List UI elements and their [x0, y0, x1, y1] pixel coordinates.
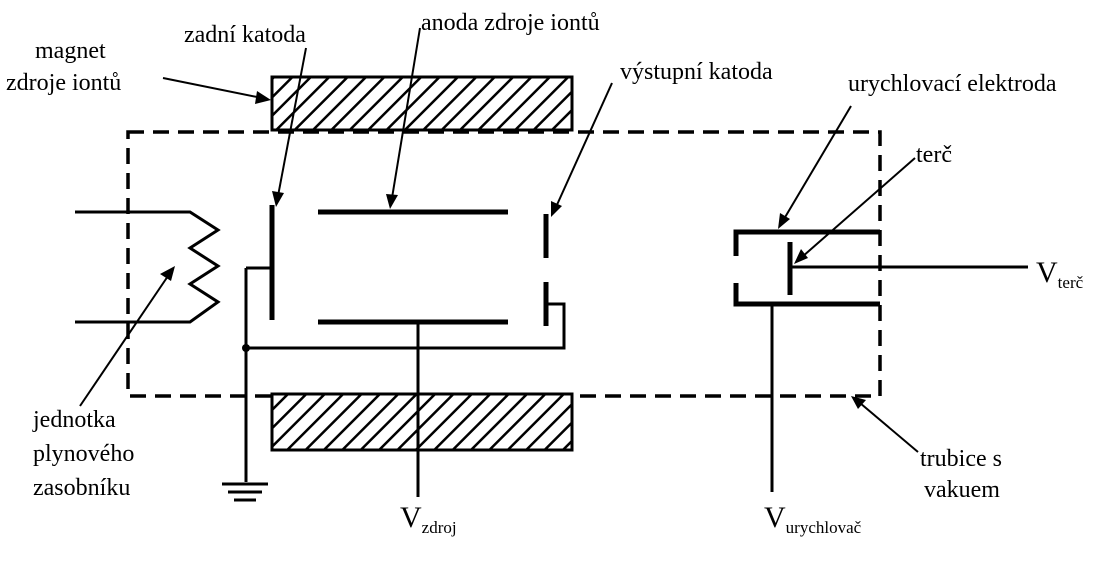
label-v-target: Vterč	[1036, 256, 1084, 292]
v-accel-main: V	[764, 501, 786, 534]
leader-lines	[79, 27, 919, 453]
label-tube-line2: vakuem	[924, 477, 1000, 503]
label-gas-unit-line3: zasobníku	[33, 475, 130, 501]
v-accel-sub: urychlovač	[786, 518, 862, 537]
magnet-top	[270, 75, 574, 132]
magnet-bottom	[270, 392, 574, 452]
label-magnet-line1: magnet	[35, 38, 106, 64]
label-rear-cathode: zadní katoda	[184, 22, 306, 48]
label-source-anode: anoda zdroje iontů	[421, 10, 600, 36]
label-v-accel: Vurychlovač	[764, 501, 862, 537]
label-gas-unit-line2: plynového	[33, 441, 134, 467]
label-tube-line1: trubice s	[920, 446, 1002, 472]
label-accel-electrode: urychlovací elektroda	[848, 71, 1057, 97]
v-target-main: V	[1036, 256, 1058, 289]
vacuum-tube-outline	[126, 130, 882, 398]
accelerating-electrode-lower	[733, 283, 880, 307]
label-v-source: Vzdroj	[400, 501, 457, 537]
v-source-sub: zdroj	[422, 518, 457, 537]
label-target: terč	[916, 142, 952, 168]
v-source-main: V	[400, 501, 422, 534]
label-gas-unit-line1: jednotka	[32, 407, 116, 433]
gas-reservoir-unit	[75, 210, 221, 324]
label-magnet-line2: zdroje iontů	[6, 70, 121, 96]
label-exit-cathode: výstupní katoda	[620, 59, 773, 85]
ground-symbol	[222, 482, 268, 502]
v-target-sub: terč	[1058, 273, 1084, 292]
exit-cathode-wire	[246, 302, 566, 350]
